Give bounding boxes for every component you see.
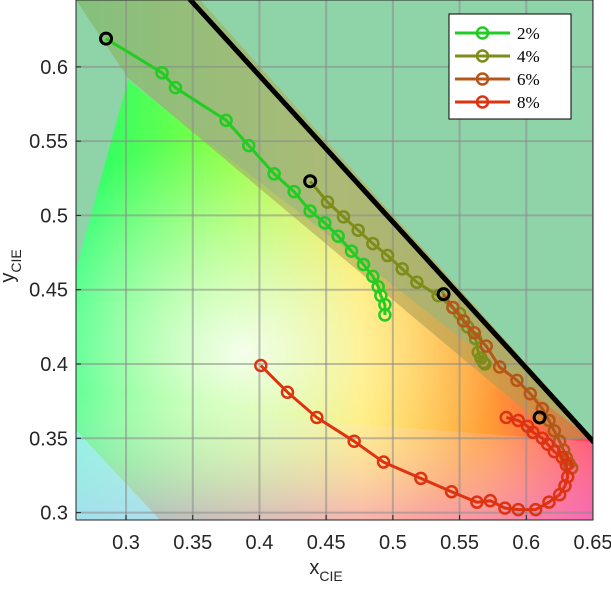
series-marker <box>520 419 535 434</box>
legend-label: 6% <box>517 70 540 89</box>
y-axis-ticks: 0.3 0.35 0.4 0.45 0.5 0.55 0.6 <box>29 57 81 525</box>
y-axis-label-sub: CIE <box>8 249 24 272</box>
series-marker <box>376 455 391 469</box>
legend: 2% 4% 6% 8% <box>448 13 572 120</box>
series-marker <box>542 495 556 509</box>
series-marker <box>510 373 524 388</box>
series-marker <box>356 257 371 272</box>
spectral-locus-edge <box>187 0 593 446</box>
y-tick-label: 0.55 <box>29 131 68 153</box>
series-marker <box>492 360 507 374</box>
highlight-marker <box>99 31 114 46</box>
legend-label: 2% <box>517 24 540 43</box>
x-tick-label: 0.55 <box>440 532 479 554</box>
y-axis-label-main: y <box>0 273 19 283</box>
series-marker <box>380 248 395 263</box>
x-axis-label-sub: CIE <box>319 568 342 584</box>
x-tick-label: 0.6 <box>512 532 540 554</box>
series-marker <box>499 410 514 425</box>
x-tick-label: 0.5 <box>379 532 407 554</box>
legend-label: 4% <box>517 47 540 66</box>
cyan-corner <box>76 430 160 520</box>
series-marker <box>336 210 351 224</box>
color-gamut-lower-tint <box>76 390 593 520</box>
series-marker <box>310 410 324 425</box>
legend-swatch-marker <box>475 26 490 40</box>
series-marker <box>470 495 484 509</box>
series-marker <box>444 485 459 499</box>
series-marker <box>168 80 183 95</box>
highlight-layer <box>99 31 547 425</box>
series-marker <box>483 493 498 508</box>
series-marker <box>280 385 295 399</box>
series-marker <box>511 502 526 517</box>
highlight-marker <box>436 287 451 302</box>
series-marker <box>318 216 332 230</box>
x-tick-label: 0.35 <box>173 532 212 554</box>
series-marker <box>446 300 460 315</box>
legend-label: 8% <box>517 93 540 112</box>
series-marker <box>351 223 365 238</box>
series-marker <box>320 195 335 209</box>
x-axis-label: xCIE <box>309 557 342 584</box>
y-tick-label: 0.5 <box>40 205 68 227</box>
y-tick-label: 0.45 <box>29 280 68 302</box>
series-marker <box>467 326 482 340</box>
series-marker <box>511 413 526 428</box>
series-marker <box>366 236 380 251</box>
legend-entry: 2% <box>455 24 540 43</box>
series-marker <box>287 184 301 199</box>
legend-swatch-marker <box>475 95 490 109</box>
series-4 <box>254 358 575 517</box>
highlight-marker <box>303 174 318 189</box>
series-marker <box>378 308 392 322</box>
series-marker <box>547 444 562 459</box>
series-marker <box>523 386 538 401</box>
legend-entry: 4% <box>455 47 540 66</box>
series-marker <box>347 434 361 449</box>
series-marker <box>528 502 543 517</box>
x-tick-label: 0.65 <box>574 532 611 554</box>
legend-entry: 6% <box>455 70 540 89</box>
series-marker <box>479 339 494 353</box>
series-1 <box>99 31 392 322</box>
series-marker <box>535 431 550 446</box>
series-marker <box>498 501 512 515</box>
y-axis-label: yCIE <box>0 249 24 282</box>
x-tick-label: 0.3 <box>112 532 140 554</box>
series-marker <box>478 357 492 371</box>
x-tick-label: 0.45 <box>307 532 346 554</box>
series-marker <box>155 66 169 80</box>
series-marker <box>456 314 471 328</box>
x-axis-ticks: 0.3 0.35 0.4 0.45 0.5 0.55 0.6 0.65 <box>112 515 611 554</box>
series-marker <box>219 113 233 128</box>
series-marker <box>254 358 268 373</box>
series-marker <box>344 244 359 258</box>
legend-swatch-marker <box>475 49 490 63</box>
y-tick-label: 0.35 <box>29 428 68 450</box>
y-tick-label: 0.6 <box>40 57 68 79</box>
series-marker <box>547 424 562 438</box>
series-line <box>309 180 487 365</box>
series-marker <box>267 167 281 181</box>
y-tick-label: 0.4 <box>40 354 68 376</box>
series-marker <box>395 262 409 276</box>
series-layer <box>99 31 579 517</box>
series-marker <box>242 138 256 153</box>
series-marker <box>410 275 424 290</box>
series-marker <box>414 471 428 486</box>
x-tick-label: 0.4 <box>246 532 274 554</box>
legend-entry: 8% <box>455 93 540 112</box>
plot-frame <box>75 0 594 521</box>
series-marker <box>331 229 345 243</box>
series-marker <box>303 204 317 218</box>
highlight-marker <box>532 410 547 425</box>
legend-swatch-marker <box>475 72 490 86</box>
y-tick-label: 0.3 <box>40 503 68 525</box>
series-marker <box>366 269 380 284</box>
x-axis-label-main: x <box>309 557 319 579</box>
series-line <box>259 364 570 512</box>
series-marker <box>556 443 571 457</box>
